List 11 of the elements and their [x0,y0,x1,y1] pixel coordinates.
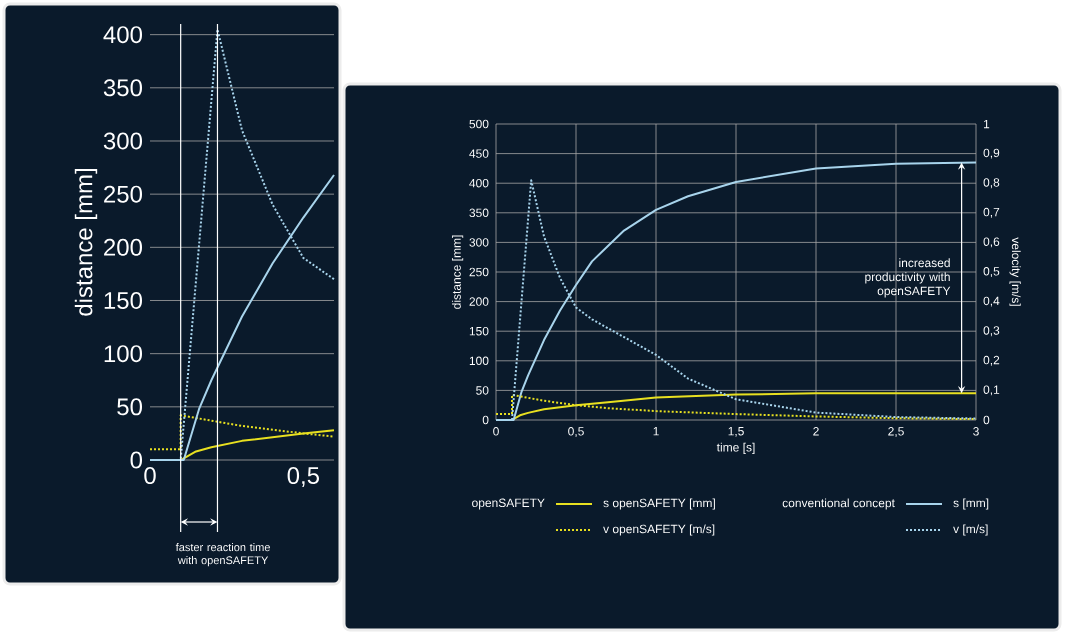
y-axis-title: distance [mm] [74,169,98,316]
y-tick-label: 300 [103,132,143,150]
y-tick-label: 350 [103,79,143,97]
y-tick-label: 200 [104,238,143,256]
y-tick-label: 400 [103,26,143,44]
y-tick-label: 100 [104,345,143,363]
y-tick-label: 50 [117,398,143,416]
y-tick-label: 150 [104,292,143,309]
line-series [149,414,336,451]
y-tick-label: 250 [104,185,143,203]
y-tick-label: 0 [130,451,143,469]
